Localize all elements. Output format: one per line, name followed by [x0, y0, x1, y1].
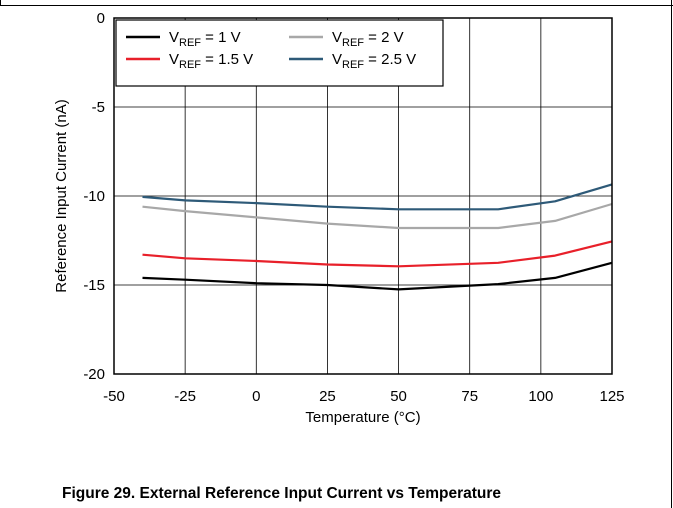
legend-entry-1: VREF = 1 V — [169, 29, 241, 49]
x-tick-label: 75 — [461, 388, 478, 405]
y-tick-label: -15 — [83, 277, 105, 294]
x-tick-label: 50 — [390, 388, 407, 405]
series-lines — [142, 183, 613, 291]
x-tick-label: 125 — [599, 388, 624, 405]
plot-area-border — [113, 17, 613, 375]
x-axis-ticks: -50 -25 0 25 50 75 100 125 — [103, 388, 624, 405]
y-tick-label: -10 — [83, 188, 105, 205]
y-tick-label: 0 — [97, 10, 105, 27]
x-tick-label: 100 — [528, 388, 553, 405]
x-tick-label: -50 — [103, 388, 125, 405]
series-line-3 — [142, 202, 613, 230]
legend-entry-3: VREF = 2 V — [332, 29, 404, 49]
x-axis-label: Temperature (°C) — [305, 409, 420, 426]
x-tick-label: -25 — [174, 388, 196, 405]
y-tick-label: -5 — [92, 99, 105, 116]
x-tick-label: 25 — [319, 388, 336, 405]
series-line-4 — [142, 183, 613, 211]
figure-caption: Figure 29. External Reference Input Curr… — [62, 485, 502, 502]
x-tick-label: 0 — [252, 388, 260, 405]
legend-entry-4: VREF = 2.5 V — [332, 51, 416, 71]
legend-entry-2: VREF = 1.5 V — [169, 51, 253, 71]
series-line-1 — [142, 261, 613, 291]
y-tick-label: -20 — [83, 366, 105, 383]
legend: VREF = 1 V VREF = 2 V VREF = 1.5 V VREF = 2… — [115, 19, 444, 87]
y-axis-label: Reference Input Current (nA) — [53, 99, 70, 292]
legend-box — [115, 19, 444, 87]
y-axis-ticks: 0 -5 -10 -15 -20 — [83, 10, 105, 383]
series-line-2 — [142, 240, 613, 268]
